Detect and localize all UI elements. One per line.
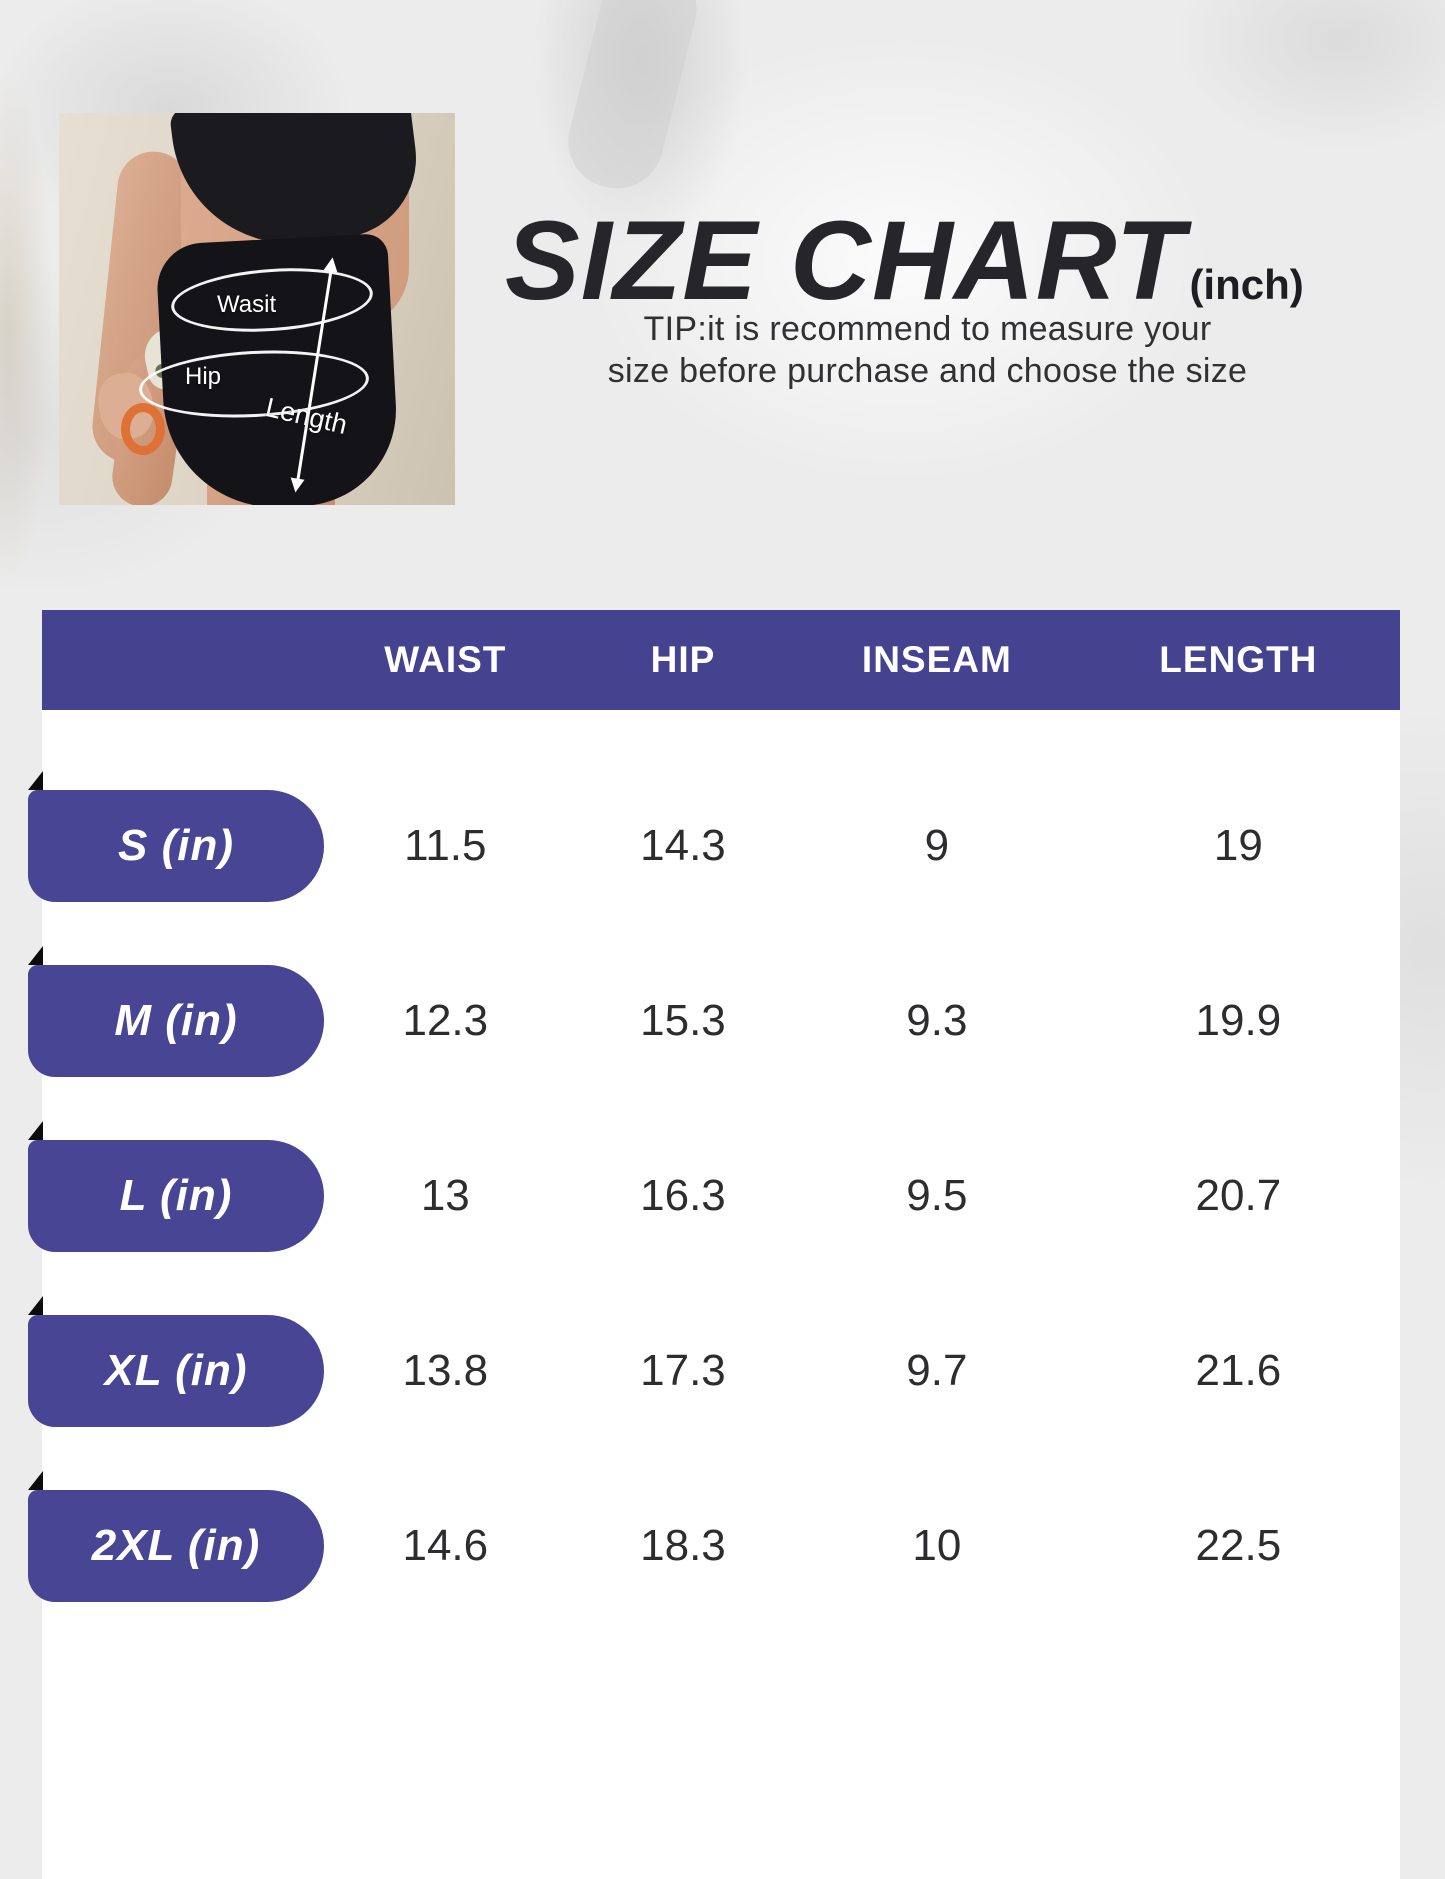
- cell-inseam: 9.3: [906, 996, 968, 1045]
- tip-text: TIP:it is recommend to measure your size…: [452, 308, 1403, 392]
- cell-hip: 15.3: [640, 996, 726, 1045]
- page-title: SIZE CHART: [505, 198, 1185, 323]
- size-badge-cell: S (in): [28, 790, 324, 902]
- cell-hip: 16.3: [640, 1171, 726, 1220]
- header-inseam: INSEAM: [861, 639, 1012, 680]
- header-length: LENGTH: [1159, 639, 1318, 680]
- measurement-photo: Wasit Hip Length: [59, 113, 455, 505]
- hip-label: Hip: [185, 363, 222, 390]
- size-chart-panel: WAIST HIP INSEAM LENGTH S (in) 11.5 14.3…: [28, 610, 1400, 1879]
- cell-hip: 17.3: [640, 1346, 726, 1395]
- tip-line-2: size before purchase and choose the size: [607, 352, 1248, 391]
- cell-length: 21.6: [1195, 1346, 1282, 1395]
- cell-waist: 13.8: [402, 1346, 489, 1395]
- size-badge-label: M (in): [114, 996, 238, 1045]
- cell-waist: 12.3: [402, 996, 489, 1045]
- table-row-2xl: 2XL (in) 14.6 18.3 10 22.5: [28, 1490, 1400, 1602]
- size-badge: L (in): [28, 1140, 324, 1252]
- page-title-block: SIZE CHART (inch): [505, 196, 1304, 325]
- size-badge-cell: 2XL (in): [28, 1490, 324, 1602]
- cell-length: 19: [1213, 821, 1263, 870]
- waist-label: Wasit: [217, 291, 277, 318]
- size-badge-label: XL (in): [104, 1346, 248, 1395]
- cell-length: 22.5: [1195, 1521, 1282, 1570]
- size-badge-label: L (in): [119, 1171, 233, 1220]
- table-header-row: WAIST HIP INSEAM LENGTH: [42, 610, 1400, 710]
- cell-length: 19.9: [1195, 996, 1282, 1045]
- size-badge-label: S (in): [118, 821, 234, 870]
- header-hip: HIP: [650, 639, 716, 680]
- cell-inseam: 9.5: [906, 1171, 968, 1220]
- cell-inseam: 10: [912, 1521, 962, 1570]
- header-waist: WAIST: [384, 639, 507, 680]
- cell-length: 20.7: [1195, 1171, 1282, 1220]
- size-badge: 2XL (in): [28, 1490, 324, 1602]
- cell-inseam: 9.7: [906, 1346, 968, 1395]
- size-badge-label: 2XL (in): [91, 1521, 261, 1570]
- size-badge-cell: M (in): [28, 965, 324, 1077]
- cell-hip: 18.3: [640, 1521, 726, 1570]
- table-row-l: L (in) 13 16.3 9.5 20.7: [28, 1140, 1400, 1252]
- cell-inseam: 9: [924, 821, 950, 870]
- title-unit: (inch): [1189, 261, 1304, 308]
- table-row-xl: XL (in) 13.8 17.3 9.7 21.6: [28, 1315, 1400, 1427]
- size-badge: XL (in): [28, 1315, 324, 1427]
- size-badge: S (in): [28, 790, 324, 902]
- cell-waist: 11.5: [404, 821, 487, 870]
- size-badge: M (in): [28, 965, 324, 1077]
- tip-line-1: TIP:it is recommend to measure your: [643, 310, 1212, 348]
- cell-waist: 14.6: [402, 1521, 489, 1570]
- size-badge-cell: L (in): [28, 1140, 324, 1252]
- cell-waist: 13: [420, 1171, 470, 1220]
- size-badge-cell: XL (in): [28, 1315, 324, 1427]
- wrist-scrunchie: [121, 403, 165, 455]
- table-row-s: S (in) 11.5 14.3 9 19: [28, 790, 1400, 902]
- cell-hip: 14.3: [640, 821, 726, 870]
- table-row-m: M (in) 12.3 15.3 9.3 19.9: [28, 965, 1400, 1077]
